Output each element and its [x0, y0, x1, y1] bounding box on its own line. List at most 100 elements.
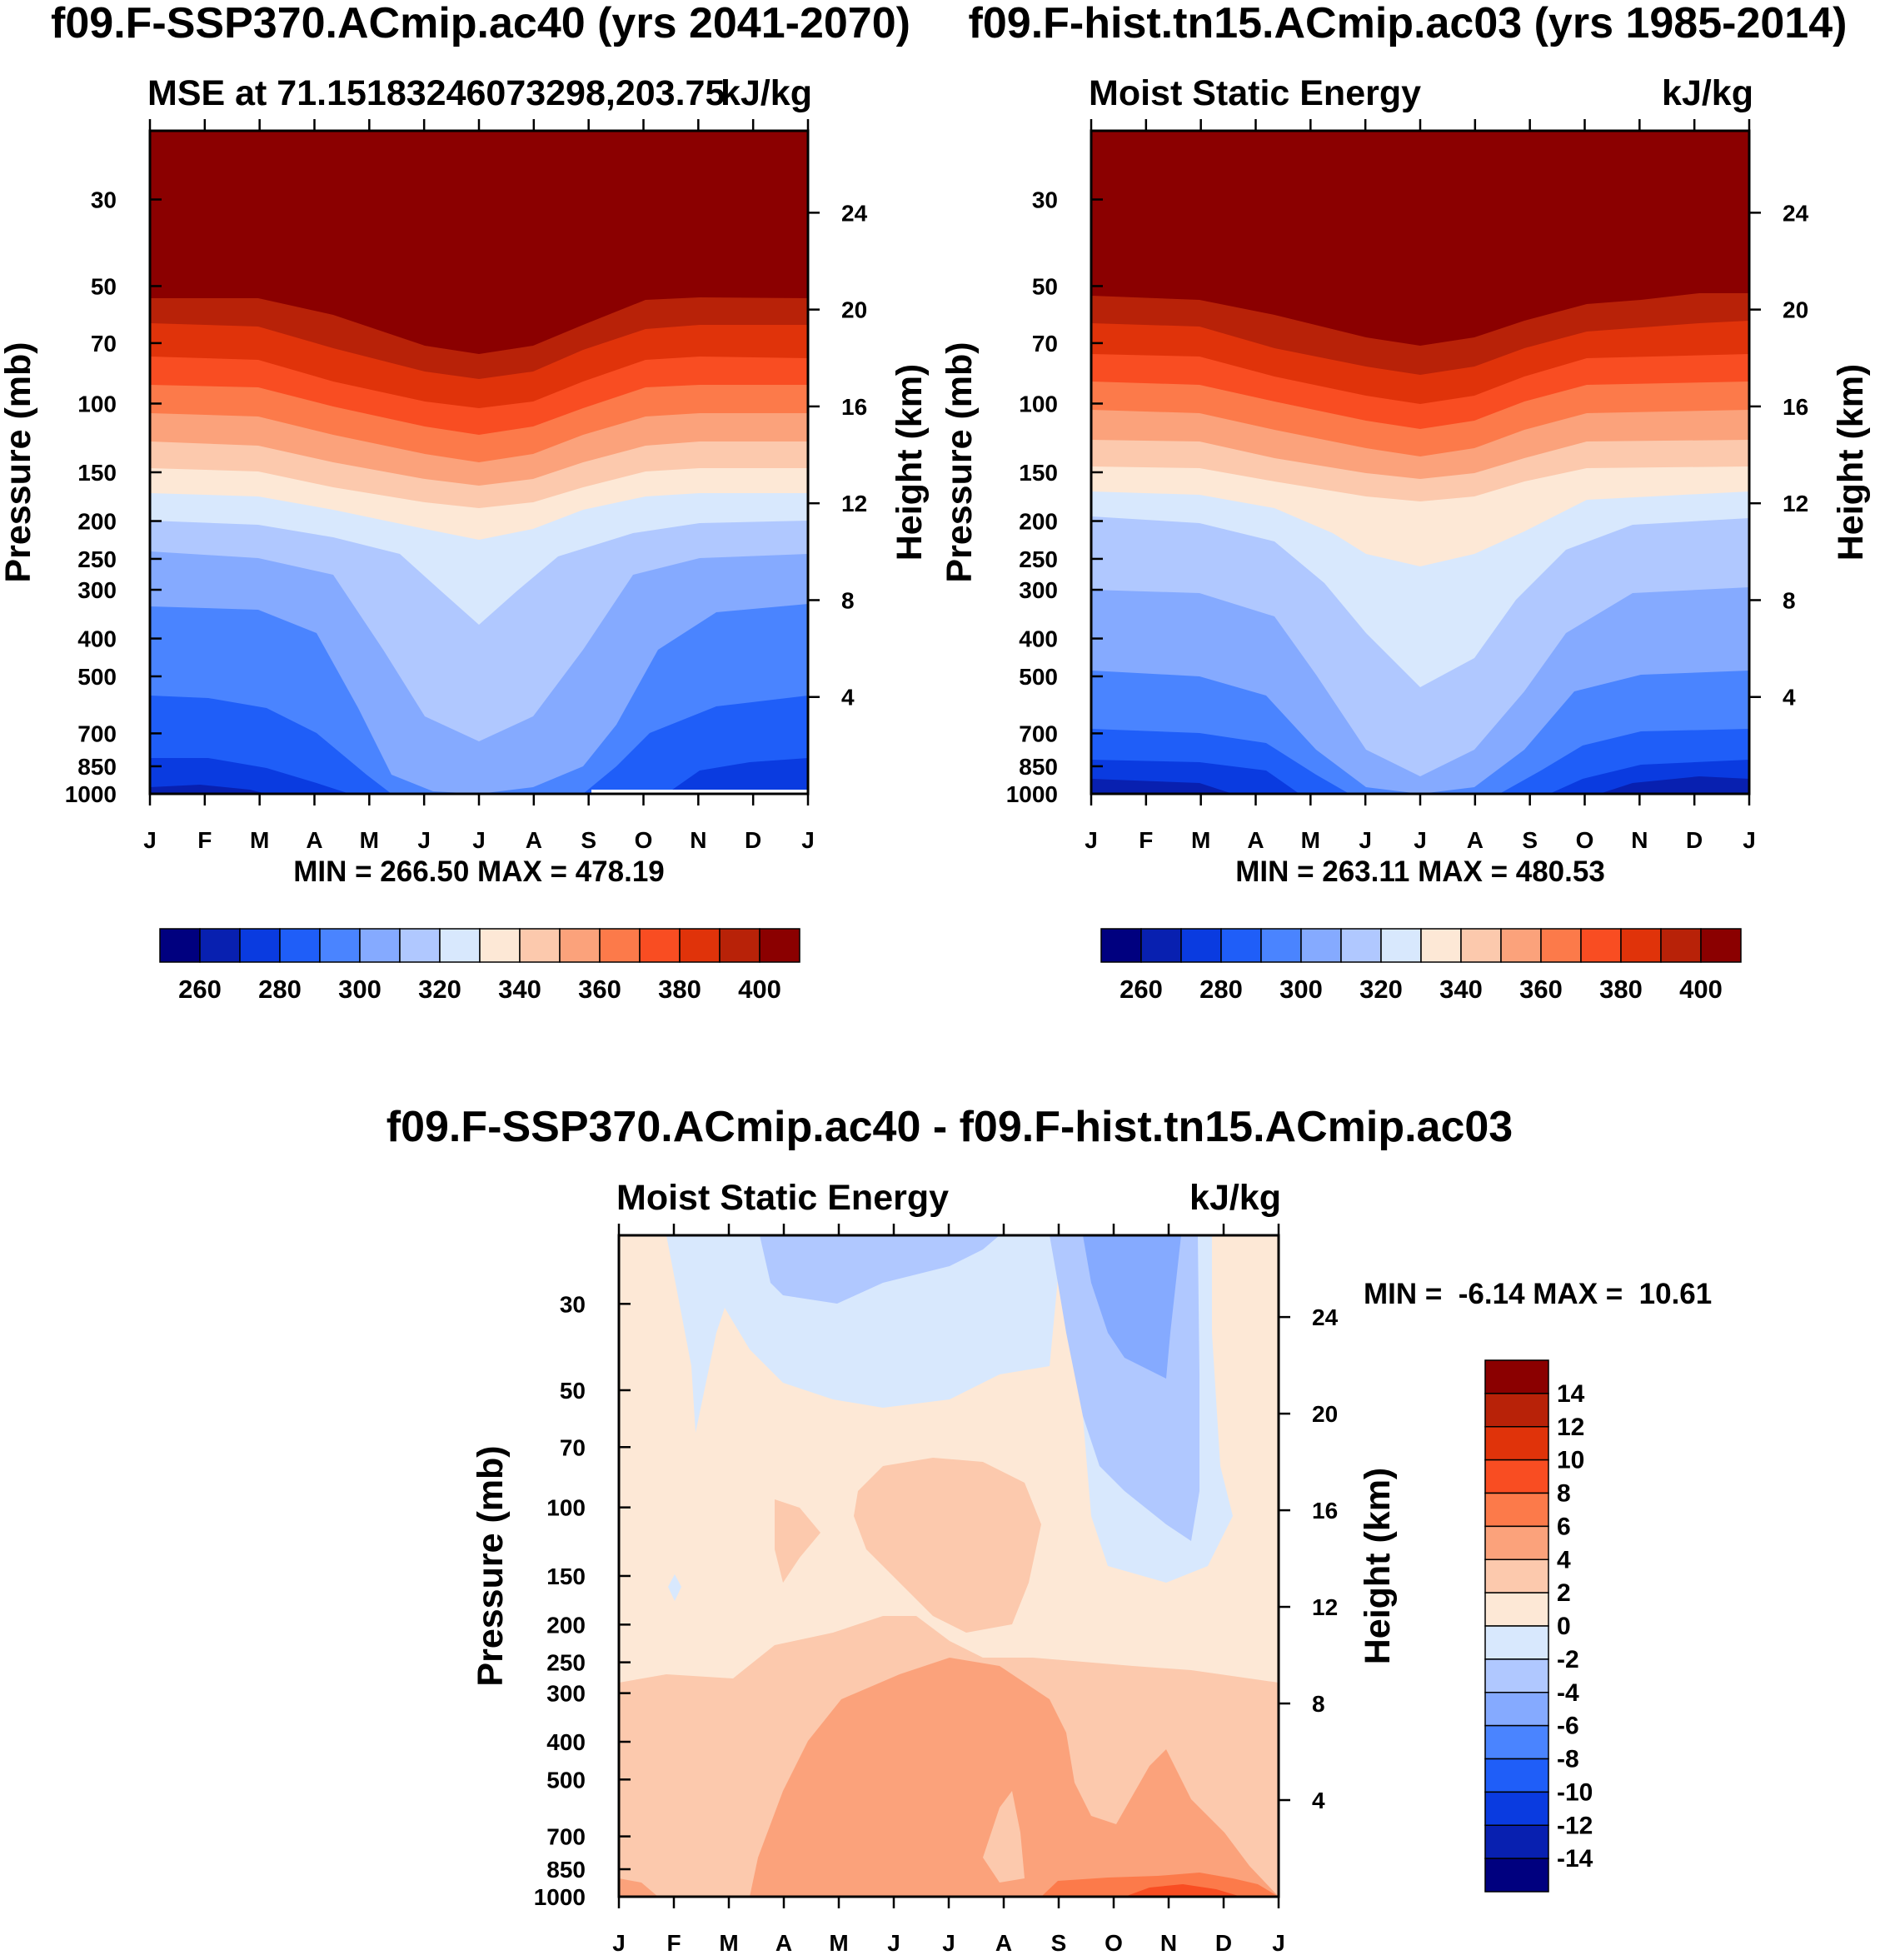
pressure-tick-label: 700 — [1019, 721, 1058, 746]
p2-band-deep-blue — [1091, 760, 1749, 794]
colorbar-swatch — [1484, 1692, 1549, 1727]
month-tick-label: O — [1576, 827, 1594, 853]
panel-3-plot-area — [619, 1235, 1279, 1897]
pressure-tick-label: 700 — [546, 1824, 586, 1850]
colorbar-swatch — [1180, 928, 1222, 963]
pressure-tick-label: 850 — [1019, 754, 1058, 780]
height-tick-label: 24 — [1783, 200, 1809, 226]
colorbar-label: 260 — [1120, 975, 1163, 1004]
panel-1-main-title: f09.F-SSP370.ACmip.ac40 (yrs 2041-2070) — [51, 0, 910, 47]
pressure-tick-label: 70 — [560, 1434, 586, 1460]
colorbar-swatch — [1100, 928, 1142, 963]
colorbar-swatch — [1580, 928, 1622, 963]
colorbar-3: 14 12 10 8 6 4 2 0 -2 -4 -6 -8 -10 -12 -14 — [1484, 1359, 1593, 1893]
colorbar-label: 400 — [1679, 975, 1723, 1004]
month-tick-label: N — [1160, 1930, 1177, 1956]
panel-1-right-title: kJ/kg — [721, 73, 812, 113]
pressure-tick-label: 400 — [546, 1729, 586, 1755]
colorbar-swatch — [719, 928, 760, 963]
height-tick-label: 16 — [841, 394, 867, 420]
month-tick-label: J — [1414, 827, 1427, 853]
colorbar-swatch — [439, 928, 481, 963]
p1-band-navy — [150, 785, 267, 794]
month-tick-label: J — [1272, 1930, 1285, 1956]
pressure-tick-label: 400 — [1019, 626, 1058, 652]
month-tick-label: J — [1359, 827, 1372, 853]
pressure-tick-label: 300 — [546, 1681, 586, 1707]
colorbar-swatch — [1500, 928, 1542, 963]
month-tick-label: S — [1051, 1930, 1067, 1956]
colorbar-label: 260 — [178, 975, 222, 1004]
height-tick-label: 20 — [841, 297, 867, 323]
colorbar-swatch — [1484, 1359, 1549, 1394]
panel-2-left-title: Moist Static Energy — [1089, 73, 1421, 113]
height-tick-label: 24 — [1312, 1304, 1339, 1330]
panel-1-y2-axis-label: Height (km) — [890, 364, 930, 561]
panel-2-right-title: kJ/kg — [1662, 73, 1753, 113]
colorbar-swatch — [1660, 928, 1702, 963]
height-tick-label: 24 — [841, 200, 868, 226]
panel-3: f09.F-SSP370.ACmip.ac40 - f09.F-hist.tn1… — [386, 1103, 1712, 1956]
pressure-tick-label: 1000 — [534, 1884, 586, 1910]
colorbar-label: -4 — [1557, 1679, 1579, 1707]
pressure-tick-label: 250 — [1019, 546, 1058, 572]
pressure-tick-label: 150 — [77, 460, 117, 486]
p1-band-blue — [150, 696, 808, 794]
panel-2-y-axis-label: Pressure (mb) — [940, 342, 980, 582]
colorbar-label: 2 — [1557, 1579, 1571, 1607]
month-tick-label: N — [1631, 827, 1648, 853]
pressure-tick-label: 300 — [77, 577, 117, 603]
month-tick-label: M — [250, 827, 269, 853]
colorbar-label: 400 — [738, 975, 781, 1004]
pressure-tick-label: 700 — [77, 721, 117, 746]
month-tick-label: A — [1247, 827, 1264, 853]
colorbar-swatch — [1484, 1858, 1549, 1893]
pressure-tick-label: 500 — [546, 1767, 586, 1793]
p3-band-peach-inlet — [983, 1791, 1025, 1883]
pressure-tick-label: 150 — [1019, 460, 1058, 486]
height-tick-label: 4 — [1312, 1788, 1325, 1813]
month-tick-label: F — [1139, 827, 1153, 853]
colorbar-swatch — [319, 928, 361, 963]
month-tick-label: S — [581, 827, 596, 853]
colorbar-swatch — [1140, 928, 1182, 963]
height-tick-label: 8 — [841, 587, 855, 613]
panel-1: f09.F-SSP370.ACmip.ac40 (yrs 2041-2070) … — [0, 0, 930, 888]
panel-3-main-title: f09.F-SSP370.ACmip.ac40 - f09.F-hist.tn1… — [386, 1103, 1513, 1151]
pressure-tick-label: 100 — [1019, 391, 1058, 416]
pressure-tick-label: 200 — [1019, 509, 1058, 535]
month-tick-label: J — [1085, 827, 1098, 853]
month-tick-label: J — [801, 827, 815, 853]
colorbar-1: 260 280 300 320 340 360 380 400 — [159, 928, 800, 1004]
pressure-tick-label: 500 — [1019, 664, 1058, 690]
colorbar-swatch — [359, 928, 401, 963]
pressure-tick-label: 50 — [1032, 273, 1058, 299]
month-tick-label: O — [1105, 1930, 1123, 1956]
month-tick-label: A — [306, 827, 322, 853]
p3-band-orange-bottom — [1125, 1884, 1241, 1897]
colorbar-swatch — [1620, 928, 1662, 963]
height-tick-label: 12 — [1783, 491, 1808, 516]
colorbar-label: 320 — [418, 975, 461, 1004]
height-tick-label: 12 — [841, 491, 867, 516]
height-tick-label: 20 — [1783, 297, 1808, 323]
p2-band-navy — [1091, 776, 1749, 794]
colorbar-swatch — [1484, 1492, 1549, 1528]
colorbar-label: 300 — [338, 975, 381, 1004]
colorbar-label: 340 — [1439, 975, 1483, 1004]
colorbar-label: -14 — [1557, 1845, 1593, 1873]
colorbar-swatch — [479, 928, 521, 963]
colorbar-swatch — [279, 928, 321, 963]
month-tick-label: D — [1215, 1930, 1232, 1956]
panel-1-left-title: MSE at 71.15183246073298,203.75 — [147, 73, 725, 113]
month-tick-label: J — [1743, 827, 1756, 853]
colorbar-swatch — [759, 928, 800, 963]
pressure-tick-label: 100 — [77, 391, 117, 416]
colorbar-label: 8 — [1557, 1480, 1571, 1508]
panel-2-minmax: MIN = 263.11 MAX = 480.53 — [1235, 855, 1605, 888]
height-tick-label: 4 — [841, 685, 855, 711]
pressure-tick-label: 30 — [91, 187, 117, 213]
month-tick-label: M — [829, 1930, 848, 1956]
colorbar-swatch — [519, 928, 561, 963]
p1-band-deep-blue — [150, 758, 808, 794]
